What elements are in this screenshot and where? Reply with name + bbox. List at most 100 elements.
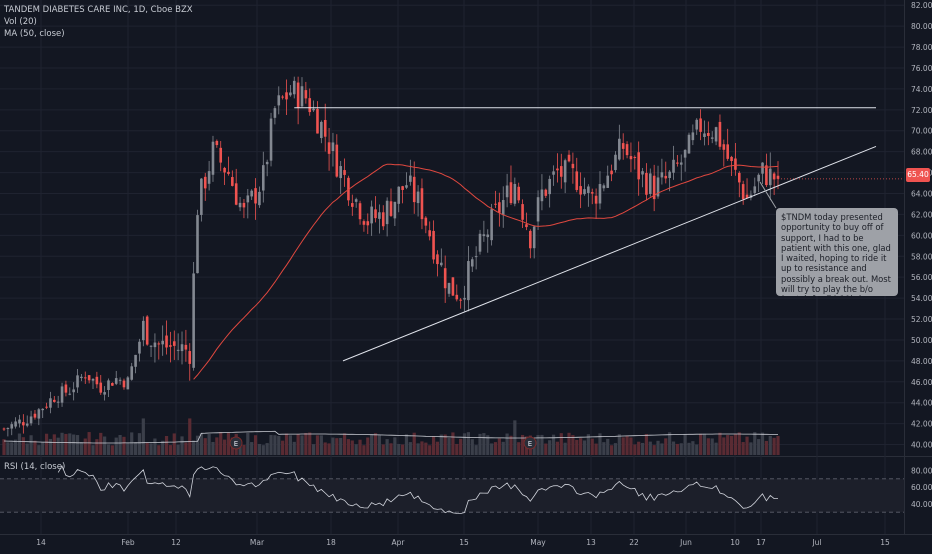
time-tick-label: May: [530, 538, 546, 547]
volume-bar: [474, 445, 478, 455]
price-tick-label: 62.00: [911, 210, 932, 219]
candle: [80, 374, 83, 382]
volume-bar: [459, 438, 463, 455]
volume-bar: [501, 441, 505, 455]
candle: [734, 142, 737, 176]
candle: [470, 257, 474, 273]
price-tick-label: 58.00: [911, 252, 932, 261]
candle-body: [308, 98, 312, 113]
volume-bar: [288, 435, 292, 455]
candle: [83, 371, 87, 384]
candle-body: [29, 416, 33, 424]
volume-bar: [176, 444, 180, 455]
volume-bar: [482, 433, 486, 455]
candle-body: [176, 349, 180, 351]
candle-body: [645, 172, 648, 195]
candle-body: [142, 320, 145, 341]
volume-bar: [691, 441, 695, 455]
time-tick-label: Apr: [392, 538, 406, 547]
volume-bar: [668, 432, 672, 455]
candle: [768, 152, 772, 201]
volume-bar: [648, 441, 652, 455]
candle-body: [513, 183, 517, 204]
candle: [610, 164, 613, 182]
candle-body: [525, 224, 528, 228]
candle: [525, 212, 528, 231]
volume-bar: [699, 433, 703, 455]
candle-body: [432, 230, 435, 260]
candle: [505, 173, 509, 208]
candle-body: [470, 259, 474, 267]
volume-bar: [21, 437, 25, 455]
candle-body: [614, 154, 617, 171]
candle: [753, 177, 757, 197]
volume-bar: [768, 435, 772, 455]
candle: [358, 200, 362, 225]
candle: [68, 387, 72, 396]
candle: [440, 248, 443, 267]
volume-bar: [242, 444, 246, 455]
volume-bar: [749, 442, 753, 455]
candle: [14, 417, 17, 429]
candle-body: [687, 134, 691, 154]
volume-bar: [192, 440, 196, 455]
candle: [6, 427, 10, 437]
candle: [207, 160, 211, 191]
candle-body: [714, 127, 718, 142]
candle-body: [436, 254, 439, 265]
candle-body: [118, 379, 122, 381]
volume-bar: [470, 439, 474, 455]
candle-body: [664, 175, 668, 179]
price-tick-label: 42.00: [911, 420, 932, 429]
candle-body: [45, 406, 48, 408]
candle: [312, 100, 315, 112]
candle-body: [172, 341, 176, 346]
volume-bar: [157, 445, 161, 455]
candle: [598, 171, 602, 210]
candle: [409, 159, 412, 186]
volume-bar: [110, 445, 114, 455]
time-tick-label: Jul: [811, 538, 821, 547]
candle-body: [409, 175, 412, 182]
candle: [463, 285, 466, 312]
volume-bar: [617, 434, 621, 455]
candle: [583, 177, 586, 196]
candle: [343, 158, 346, 187]
candle: [37, 408, 41, 426]
candle: [331, 132, 335, 167]
volume-bar: [277, 435, 281, 455]
candle: [494, 190, 497, 209]
volume-bar: [172, 433, 176, 455]
candle-body: [134, 354, 137, 367]
candle: [378, 204, 381, 234]
chart-legend: TANDEM DIABETES CARE INC, 1D, Cboe BZX V…: [4, 4, 193, 40]
candle: [87, 375, 91, 384]
support-trendline: [342, 145, 877, 362]
volume-bar: [137, 433, 142, 455]
candle-body: [339, 166, 342, 179]
volume-bar: [520, 434, 525, 455]
volume-bar: [462, 433, 467, 455]
candle: [548, 175, 551, 208]
ma-legend: MA (50, close): [4, 29, 65, 39]
candle: [142, 316, 145, 347]
candle-body: [103, 392, 106, 395]
candle-body: [207, 171, 211, 184]
candle-body: [459, 299, 462, 301]
candle-body: [745, 194, 749, 199]
volume-bar: [304, 432, 308, 455]
annotation-note[interactable]: $TNDM today presented opportunity to buy…: [776, 208, 898, 296]
volume-bar: [199, 433, 203, 455]
volume-bar: [671, 441, 676, 455]
volume-bar: [428, 445, 432, 455]
volume-bar: [664, 438, 668, 455]
candle-body: [323, 119, 327, 137]
candle-body: [451, 277, 455, 296]
candle: [300, 77, 304, 108]
volume-bar: [385, 439, 389, 455]
candle: [691, 124, 695, 146]
volume-bar: [478, 433, 482, 455]
candle: [242, 199, 246, 219]
candle: [56, 395, 60, 408]
